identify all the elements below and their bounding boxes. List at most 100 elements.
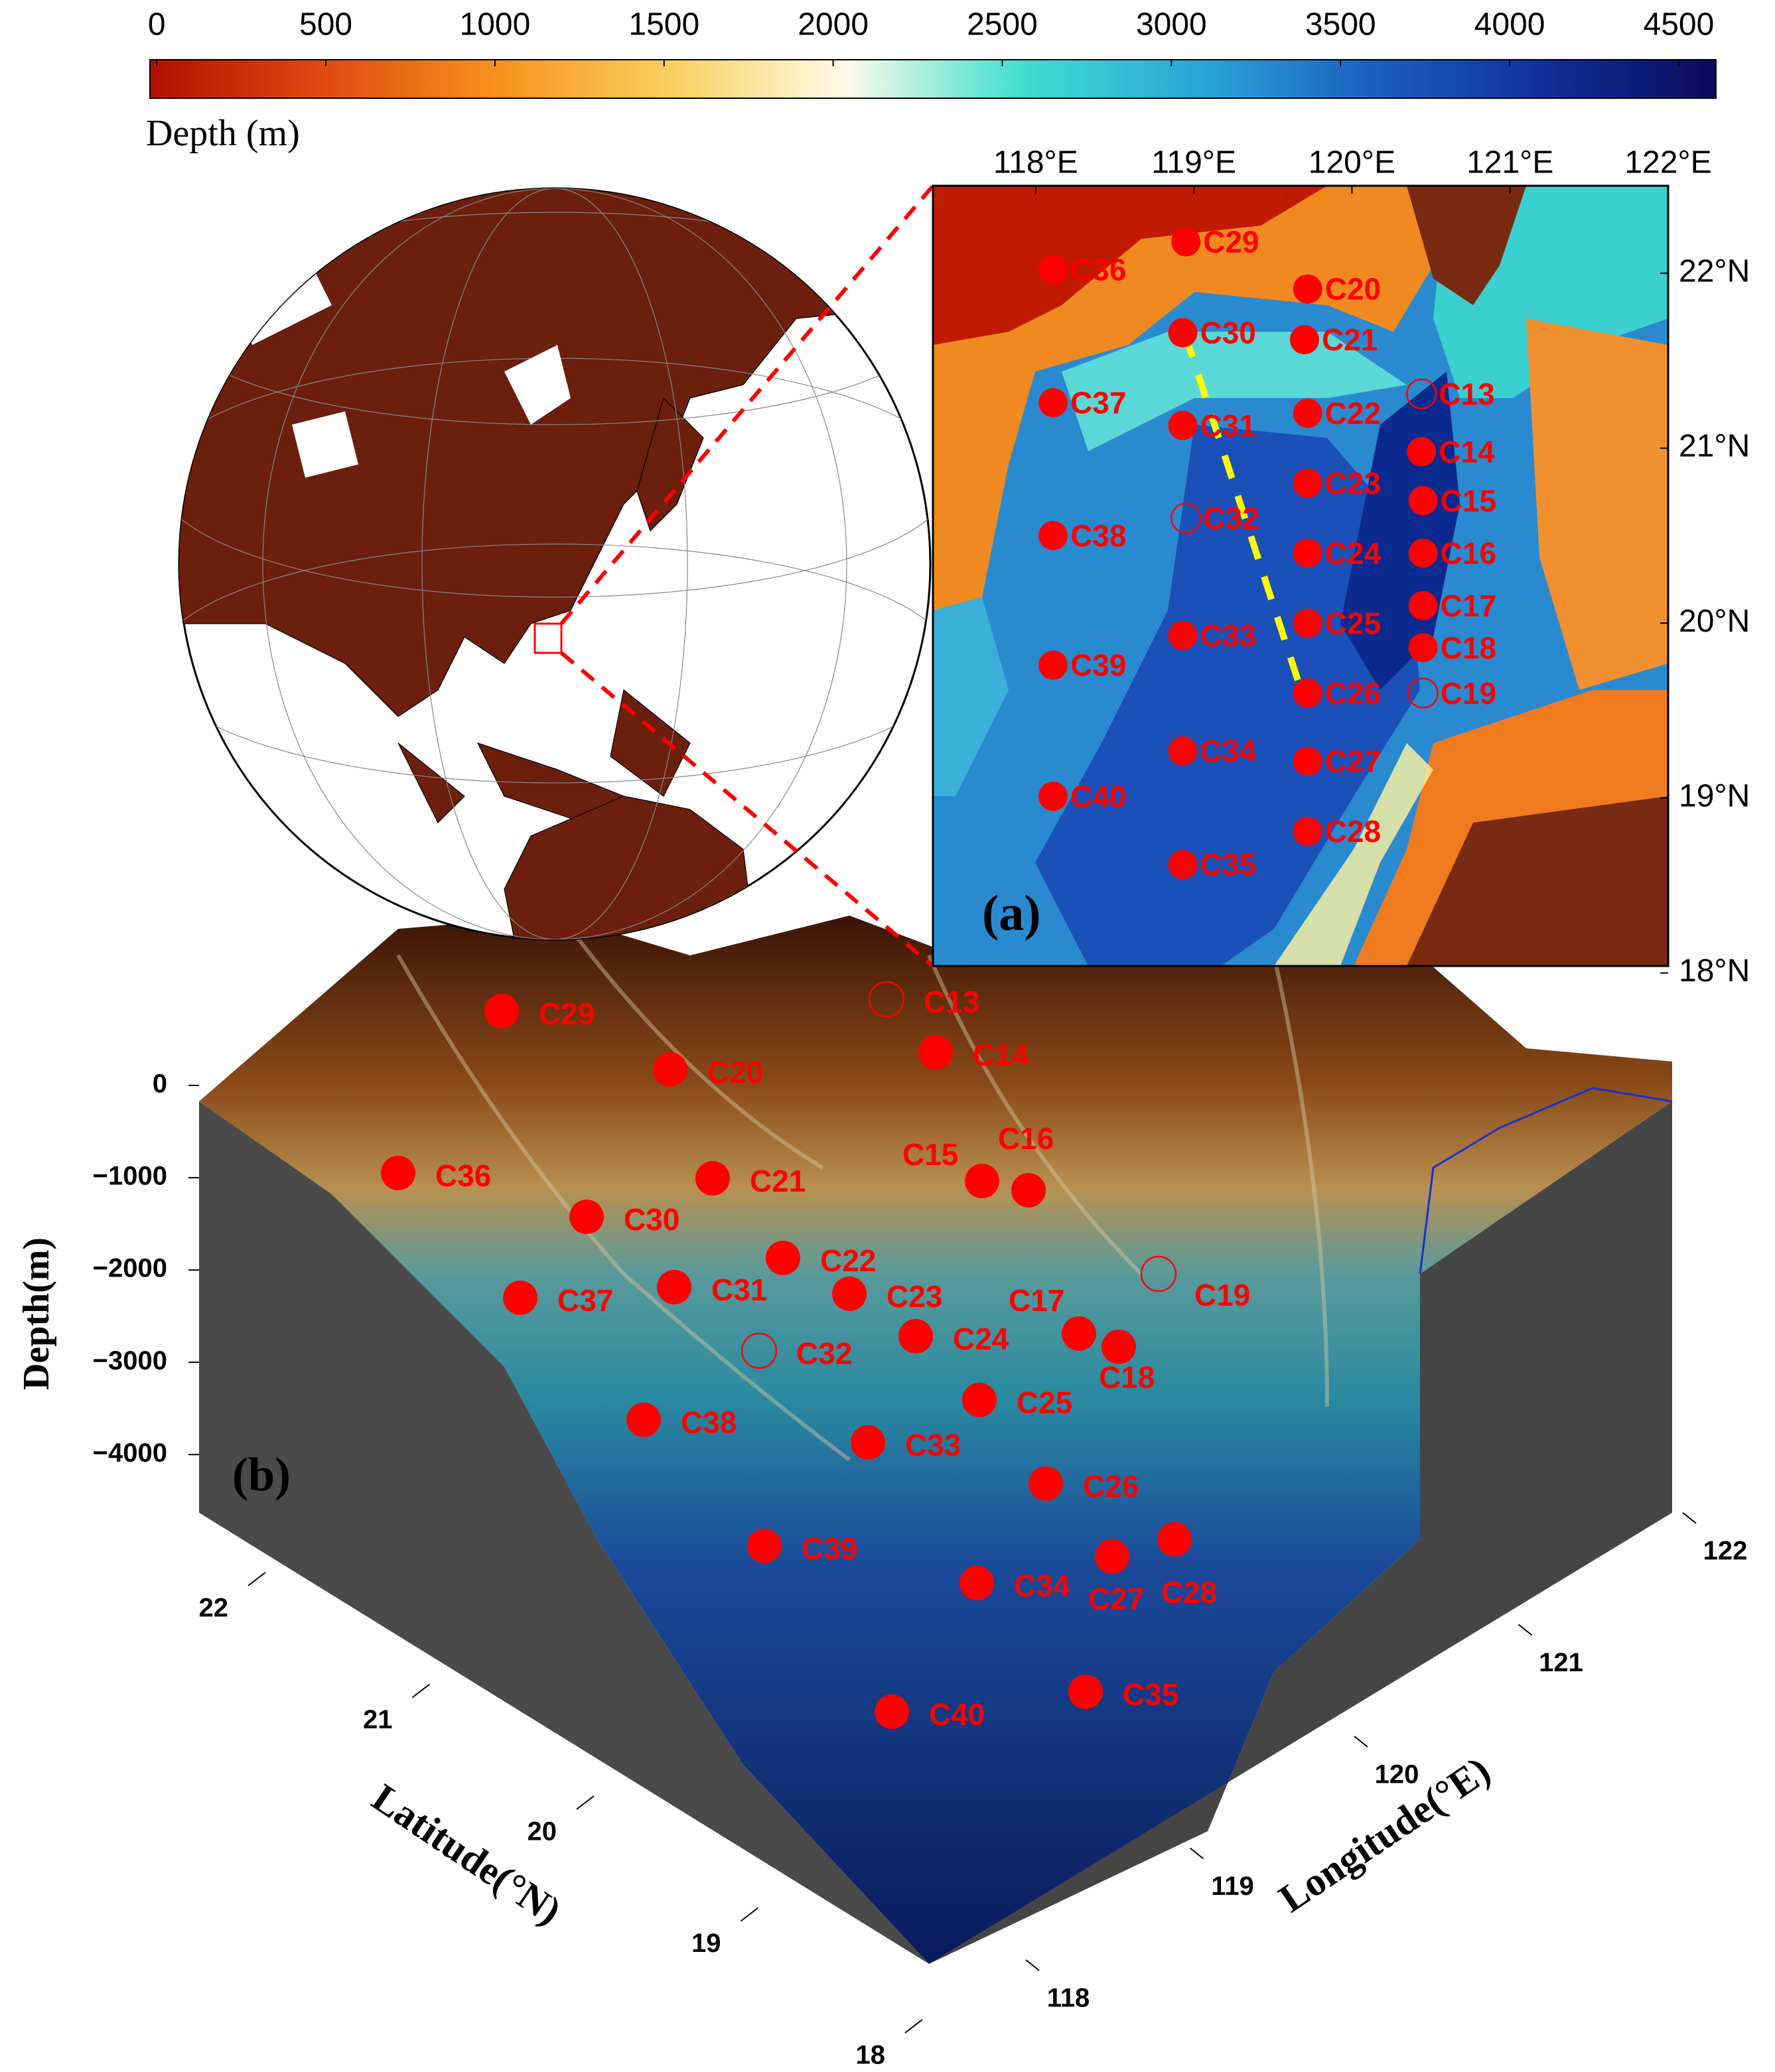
station-label-3d: C24 xyxy=(953,1322,1009,1356)
station-label-3d: C31 xyxy=(711,1273,767,1307)
zoom-line xyxy=(559,184,935,625)
y-tick-label: 20 xyxy=(528,1817,557,1846)
station-label-3d: C30 xyxy=(624,1202,679,1237)
colorbar-label: Depth (m) xyxy=(146,113,300,154)
station-3d xyxy=(898,1319,933,1353)
station xyxy=(1293,538,1322,568)
station-open xyxy=(1406,378,1437,409)
station-3d xyxy=(918,1035,953,1070)
colorbar-tick-label: 2000 xyxy=(798,7,869,42)
station-label-3d: C14 xyxy=(973,1038,1029,1072)
y-tick-label: 22°N xyxy=(1679,254,1750,289)
station xyxy=(1408,633,1438,663)
station-3d xyxy=(653,1052,687,1087)
station-3d xyxy=(1011,1173,1046,1208)
station xyxy=(1168,620,1198,650)
x-tick-label: 119 xyxy=(1211,1872,1254,1901)
station-label-3d: C25 xyxy=(1017,1385,1072,1420)
station-3d xyxy=(1068,1675,1103,1709)
station xyxy=(1038,387,1068,417)
station xyxy=(1168,736,1198,766)
x-tick xyxy=(1025,1959,1040,1971)
y-tick-label: 18°N xyxy=(1679,953,1750,989)
panel-b: (b) Depth(m) Latitude(°N) Longitude(°E) xyxy=(16,916,1673,1964)
colorbar xyxy=(149,59,1717,99)
station-label: C19 xyxy=(1441,676,1496,711)
colorbar-tick-label: 4000 xyxy=(1474,7,1545,42)
station-label-3d: C37 xyxy=(557,1283,613,1318)
station xyxy=(1289,325,1319,355)
ridge xyxy=(396,928,1329,1462)
station xyxy=(1038,782,1068,811)
station-open xyxy=(1407,677,1439,709)
x-tick xyxy=(1518,1623,1533,1636)
station xyxy=(1038,255,1068,285)
station-label-3d: C29 xyxy=(539,997,595,1031)
panel-label: (a) xyxy=(982,885,1041,941)
station-label-3d: C40 xyxy=(929,1697,985,1732)
station xyxy=(1293,468,1322,498)
x-tick xyxy=(1189,1847,1204,1860)
x-tick xyxy=(1682,1512,1697,1524)
y-tick xyxy=(411,1683,431,1698)
y-tick-label: 21°N xyxy=(1679,429,1750,464)
right-wall xyxy=(929,1101,1672,1964)
station-label: C40 xyxy=(1070,779,1126,813)
station xyxy=(1293,678,1322,708)
station xyxy=(1171,227,1201,257)
panel-a: (a) xyxy=(932,184,1669,967)
station-label-3d: C17 xyxy=(1009,1283,1064,1318)
y-axis-label: Latitude(°N) xyxy=(364,1775,569,1933)
y-tick xyxy=(576,1795,595,1810)
station-label-3d: C33 xyxy=(905,1428,961,1462)
station-label-3d: C23 xyxy=(887,1279,942,1314)
station-3d xyxy=(381,1156,415,1190)
station-label: C20 xyxy=(1325,272,1381,307)
station-3d xyxy=(1029,1466,1063,1501)
station-label: C21 xyxy=(1322,322,1378,357)
station-open-3d xyxy=(1140,1255,1177,1292)
station-label: C35 xyxy=(1200,847,1255,882)
station-3d xyxy=(1062,1316,1096,1351)
station-3d xyxy=(657,1270,691,1304)
station-open-3d xyxy=(868,981,905,1018)
y-tick-label: 19°N xyxy=(1679,779,1750,814)
y-tick-label: 18 xyxy=(856,2041,886,2070)
station-label-3d: C36 xyxy=(435,1158,491,1193)
station xyxy=(1408,486,1438,516)
station-label: C22 xyxy=(1325,396,1381,431)
x-tick-label: 121°E xyxy=(1466,145,1553,180)
station-label: C15 xyxy=(1441,484,1496,518)
land-japan xyxy=(636,397,704,532)
x-tick xyxy=(1354,1736,1368,1748)
station-open xyxy=(1171,502,1202,534)
x-tick-label: 118 xyxy=(1047,1984,1090,2013)
station-label-3d: C38 xyxy=(681,1405,737,1440)
station-label: C37 xyxy=(1070,385,1126,420)
x-tick-label: 119°E xyxy=(1151,145,1236,180)
x-tick-label: 118°E xyxy=(993,145,1078,180)
bathymetry-surface xyxy=(199,916,1672,1964)
station-label-3d: C32 xyxy=(796,1336,852,1371)
station xyxy=(1408,590,1438,620)
y-tick-label: 19 xyxy=(691,1929,721,1958)
globe xyxy=(178,187,932,941)
y-tick-label: 21 xyxy=(363,1705,393,1734)
station-3d xyxy=(484,994,519,1028)
x-tick-label: 122 xyxy=(1703,1537,1748,1566)
station-label-3d: C19 xyxy=(1194,1278,1250,1312)
station-3d xyxy=(503,1280,537,1315)
station-3d xyxy=(959,1566,994,1600)
station xyxy=(1168,850,1198,880)
station xyxy=(1168,318,1198,348)
transect-line xyxy=(1182,333,1307,698)
coastline xyxy=(1419,1087,1673,1275)
station-label-3d: C21 xyxy=(750,1164,806,1198)
station-label-3d: C22 xyxy=(820,1243,876,1278)
z-axis-label: Depth(m) xyxy=(16,1237,57,1390)
region-box xyxy=(533,622,563,654)
station-label-3d: C27 xyxy=(1088,1582,1144,1616)
station-label: C38 xyxy=(1070,519,1126,553)
colorbar-tick-label: 3000 xyxy=(1136,7,1207,42)
